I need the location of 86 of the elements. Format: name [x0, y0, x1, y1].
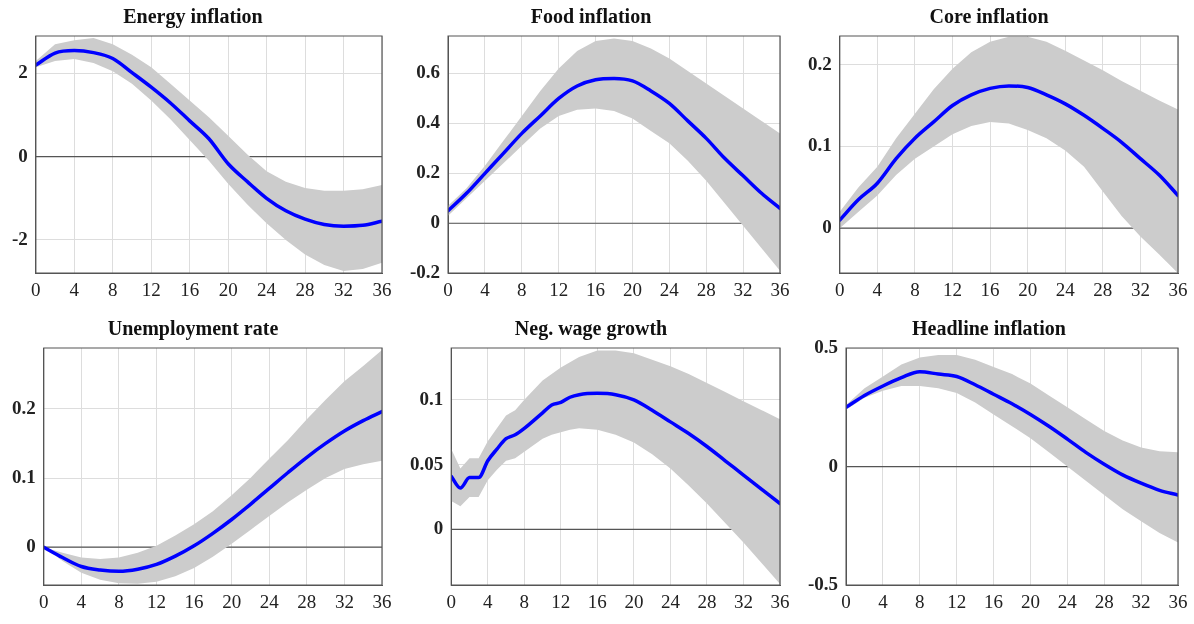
chart-title: Headline inflation [912, 317, 1066, 340]
x-tick-label: 12 [147, 590, 166, 612]
x-tick-label: 28 [1094, 590, 1114, 612]
y-tick-label: -0.5 [808, 573, 839, 595]
x-tick-label: 16 [184, 590, 204, 612]
x-tick-label: 28 [697, 590, 717, 612]
x-tick-label: 12 [551, 590, 571, 612]
line-series [846, 369, 1178, 497]
chart-title: Food inflation [530, 5, 652, 28]
y-tick-label: 0.6 [416, 61, 441, 83]
x-tick-label: 20 [1018, 278, 1038, 300]
x-tick-label: 36 [372, 590, 392, 612]
x-tick-label: 16 [984, 590, 1004, 612]
x-tick-label: 32 [1130, 278, 1150, 300]
y-tick-label: 0.1 [12, 465, 36, 487]
x-tick-label: 16 [587, 590, 607, 612]
x-tick-label: 20 [222, 590, 242, 612]
x-tick-label: 20 [624, 590, 644, 612]
x-tick-label: 20 [622, 278, 642, 300]
x-tick-label: 12 [943, 278, 962, 300]
x-tick-label: 32 [1131, 590, 1151, 612]
x-tick-label: 28 [1093, 278, 1113, 300]
x-tick-label: 32 [334, 278, 354, 300]
x-tick-label: 36 [1168, 590, 1188, 612]
y-tick-label: 0 [822, 216, 832, 238]
x-tick-label: 24 [259, 590, 280, 612]
chart-title: Neg. wage growth [514, 317, 668, 341]
chart-title: Unemployment rate [107, 317, 279, 341]
x-tick-label: 20 [1020, 590, 1040, 612]
line-series [43, 409, 382, 574]
chart-title: Energy inflation [123, 5, 263, 29]
x-tick-label: 4 [872, 278, 883, 300]
x-tick-label: 12 [549, 278, 569, 300]
y-tick-label: 0.4 [416, 111, 441, 133]
x-tick-label: 16 [180, 278, 200, 300]
y-tick-label: 0.2 [808, 52, 832, 74]
y-tick-label: 0 [433, 517, 444, 539]
line-series [451, 391, 780, 506]
y-tick-label: 0 [26, 535, 36, 557]
x-tick-label: 32 [733, 590, 753, 612]
x-tick-label: 16 [980, 278, 1000, 300]
x-tick-label: 24 [660, 590, 681, 612]
y-tick-label: 0.1 [419, 387, 444, 409]
x-tick-label: 32 [733, 278, 753, 300]
y-tick-label: -0.2 [410, 261, 441, 283]
y-tick-label: 0.2 [12, 396, 36, 418]
x-tick-label: 8 [517, 278, 527, 300]
line-series [35, 48, 382, 228]
x-tick-label: 8 [108, 278, 118, 300]
y-tick-label: -2 [12, 227, 28, 249]
x-tick-label: 28 [295, 278, 315, 300]
x-tick-label: 24 [659, 278, 680, 300]
y-tick-label: 0 [828, 454, 839, 476]
line-series [839, 84, 1178, 222]
x-tick-label: 8 [519, 590, 530, 612]
x-tick-label: 4 [878, 590, 889, 612]
x-tick-label: 28 [297, 590, 317, 612]
x-tick-label: 4 [69, 278, 80, 300]
x-tick-label: 12 [141, 278, 161, 300]
x-tick-label: 32 [334, 590, 354, 612]
y-tick-label: 0.2 [416, 161, 441, 183]
y-tick-label: 0 [18, 144, 28, 166]
line-series [448, 76, 780, 213]
x-tick-label: 36 [770, 278, 790, 300]
x-tick-label: 20 [218, 278, 238, 300]
y-tick-label: 0.1 [808, 134, 832, 156]
y-tick-label: 0.05 [410, 452, 444, 474]
x-tick-label: 24 [1057, 590, 1078, 612]
x-tick-label: 28 [696, 278, 716, 300]
x-tick-label: 8 [910, 278, 920, 300]
x-tick-label: 8 [915, 590, 925, 612]
x-tick-label: 24 [1055, 278, 1076, 300]
x-tick-label: 4 [76, 590, 87, 612]
y-tick-label: 2 [18, 61, 28, 83]
y-tick-label: 0 [430, 211, 441, 233]
chart-title: Core inflation [929, 5, 1049, 28]
x-tick-label: 4 [480, 278, 491, 300]
y-tick-label: 0.5 [814, 335, 839, 357]
x-tick-label: 24 [257, 278, 277, 300]
x-tick-label: 36 [372, 278, 392, 300]
x-tick-label: 8 [114, 590, 124, 612]
x-tick-label: 16 [586, 278, 606, 300]
x-tick-label: 36 [1168, 278, 1188, 300]
x-tick-label: 12 [947, 590, 967, 612]
x-tick-label: 36 [770, 590, 790, 612]
x-tick-label: 4 [483, 590, 494, 612]
